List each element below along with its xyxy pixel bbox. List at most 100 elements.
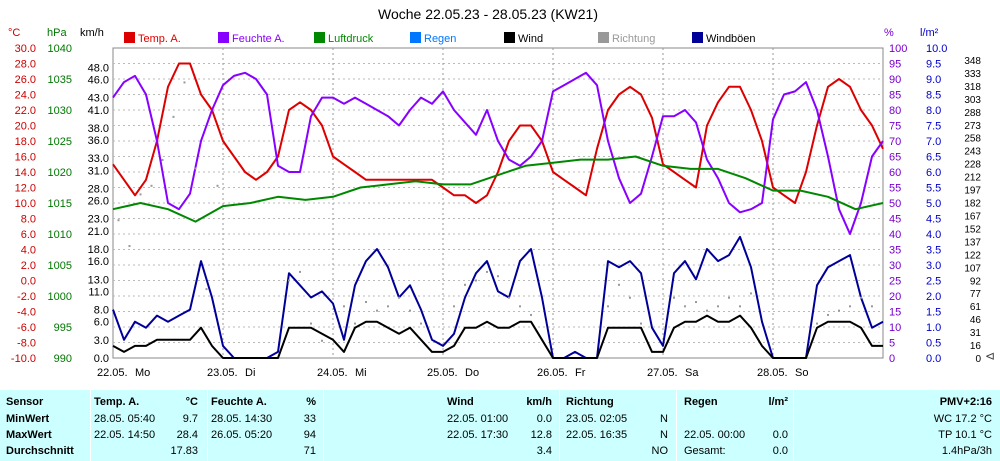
temp-tick-label: -10.0 [11, 353, 36, 365]
humidity-tick-label: 20 [889, 291, 901, 303]
x-weekday-label: So [795, 367, 808, 379]
temp-tick-label: 20.0 [15, 121, 36, 133]
axes: 30.028.026.024.022.020.018.016.014.012.0… [8, 27, 995, 365]
direction-point [183, 81, 186, 84]
pressure-axis-unit: hPa [47, 27, 67, 39]
direction-tick-label: 152 [964, 224, 981, 235]
direction-point [453, 305, 455, 308]
temp-tick-label: 26.0 [15, 74, 36, 86]
rain-tick-label: 10.0 [926, 43, 947, 55]
wind-tick-label: 13.0 [88, 274, 109, 286]
direction-tick-label: 228 [964, 160, 981, 171]
humidity-tick-label: 50 [889, 198, 901, 210]
summary-table: Sensor Temp. A. °C Feuchte A. % Wind km/… [0, 390, 1000, 461]
x-weekday-label: Di [245, 367, 255, 379]
direction-point [860, 296, 862, 299]
direction-point [343, 305, 345, 308]
windchill-value: WC 17.2 °C [933, 413, 992, 425]
direction-point [288, 279, 290, 282]
direction-tick-label: 348 [964, 56, 981, 67]
humidity-tick-label: 25 [889, 276, 901, 288]
direction-point [519, 305, 521, 308]
min-wind-value: 0.0 [536, 413, 552, 425]
wind-tick-label: 18.0 [88, 244, 109, 256]
avg-temp-value: 17.83 [170, 445, 198, 457]
direction-point [728, 296, 730, 299]
humidity-tick-label: 80 [889, 105, 901, 117]
rain-tick-label: 2.0 [926, 291, 941, 303]
temp-tick-label: 22.0 [15, 105, 36, 117]
wind-tick-label: 0.0 [94, 353, 109, 365]
temp-tick-label: 14.0 [15, 167, 36, 179]
direction-point [194, 167, 197, 170]
wind-tick-label: 23.0 [88, 214, 109, 226]
direction-point [530, 313, 532, 316]
rain-tick-label: 4.0 [926, 229, 941, 241]
rain-tick-label: 3.0 [926, 260, 941, 272]
legend-label: Luftdruck [328, 33, 374, 45]
direction-point [827, 313, 829, 316]
direction-tick-label: 16 [970, 341, 982, 352]
humidity-tick-label: 45 [889, 214, 901, 226]
pressure-trend-value: 1.4hPa/3h [941, 445, 992, 457]
header-sensor: Sensor [6, 396, 44, 408]
humidity-tick-label: 35 [889, 245, 901, 257]
max-rain-value: 0.0 [772, 429, 788, 441]
humidity-tick-label: 100 [889, 43, 907, 55]
header-humidity: Feuchte A. [211, 396, 267, 408]
x-weekday-label: Sa [685, 367, 699, 379]
direction-point [684, 305, 686, 308]
direction-point [739, 305, 741, 308]
series-line-feuchte-a- [112, 71, 884, 235]
pressure-tick-label: 1040 [48, 43, 72, 55]
direction-tick-label: 0 [975, 354, 981, 365]
rain-tick-label: 1.5 [926, 307, 941, 319]
legend-swatch [218, 32, 229, 43]
min-humidity-value: 33 [303, 413, 316, 425]
temp-tick-label: 12.0 [15, 183, 36, 195]
wind-tick-label: 3.0 [94, 335, 109, 347]
direction-point [464, 283, 466, 286]
temp-tick-label: 28.0 [15, 59, 36, 71]
humidity-tick-label: 15 [889, 307, 901, 319]
direction-tick-label: 197 [964, 186, 981, 197]
direction-point [321, 339, 323, 342]
direction-tick-label: 92 [970, 276, 982, 287]
direction-point [216, 184, 219, 187]
wind-tick-label: 33.0 [88, 153, 109, 165]
wind-tick-label: 48.0 [88, 62, 109, 74]
rain-axis-unit: l/m² [920, 27, 939, 39]
col-direction [559, 390, 677, 461]
humidity-tick-label: 75 [889, 121, 901, 133]
header-temp: Temp. A. [94, 396, 140, 408]
rain-tick-label: 9.5 [926, 59, 941, 71]
legend-label: Regen [424, 33, 456, 45]
min-direction-time: 23.05. 02:05 [566, 413, 628, 425]
pressure-tick-label: 1015 [48, 198, 72, 210]
min-temp-time: 28.05. 05:40 [94, 413, 156, 425]
legend-label: Temp. A. [138, 33, 181, 45]
humidity-tick-label: 5 [889, 338, 895, 350]
temp-tick-label: 6.0 [21, 229, 36, 241]
direction-tick-label: 122 [964, 250, 981, 261]
wind-tick-label: 38.0 [88, 123, 109, 135]
temp-tick-label: 2.0 [21, 260, 36, 272]
x-date-label: 27.05. [647, 367, 678, 379]
col-rain [676, 390, 794, 461]
header-wind: Wind [447, 396, 474, 408]
direction-point [673, 296, 675, 299]
legend: Temp. A. Feuchte A. Luftdruck Regen Wind Rich… [124, 32, 756, 45]
direction-point [409, 309, 411, 312]
legend-swatch [692, 32, 703, 43]
row-max-label: MaxWert [6, 429, 52, 441]
wind-tick-label: 16.0 [88, 256, 109, 268]
weather-chart: Woche 22.05.23 - 28.05.23 (KW21) Temp. A… [8, 6, 995, 379]
wind-tick-label: 6.0 [94, 317, 109, 329]
series-line-luftdruck [112, 155, 884, 223]
rain-tick-label: 0.5 [926, 338, 941, 350]
direction-tick-label: 258 [964, 134, 981, 145]
avg-humidity-value: 71 [303, 445, 316, 457]
humidity-tick-label: 0 [889, 353, 895, 365]
direction-tick-label: 137 [964, 237, 981, 248]
x-axis-labels: 22.05. Mo 23.05. Di 24.05. Mi 25.05. Do 26.05. Fr… [97, 367, 808, 379]
